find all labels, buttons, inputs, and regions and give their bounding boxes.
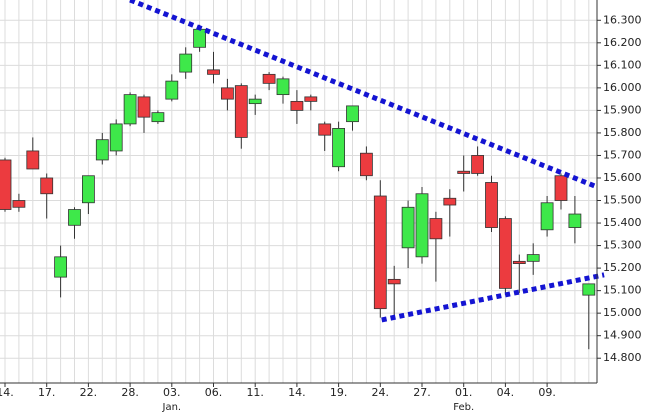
candle-body — [346, 105, 359, 123]
candle-body — [26, 150, 40, 170]
y-tick-label: 15.800 — [603, 126, 642, 139]
y-tick-label: 16.100 — [603, 58, 642, 71]
candle-body — [401, 206, 415, 249]
candle-body — [457, 170, 471, 174]
x-tick-label: 27. — [413, 386, 431, 399]
candle-body — [179, 53, 193, 73]
x-tick-label: 03. — [163, 386, 181, 399]
candle-body — [318, 123, 332, 136]
x-tick-label: 09. — [538, 386, 556, 399]
candle-body — [359, 152, 373, 177]
y-tick-label: 15.300 — [603, 239, 642, 252]
x-tick-label: 14. — [0, 386, 14, 399]
candle-body — [248, 98, 262, 105]
candle-body — [54, 256, 67, 278]
candle-body — [193, 28, 207, 48]
candle-body — [373, 195, 387, 310]
candle-body — [165, 80, 179, 100]
candle-body — [512, 260, 526, 264]
x-tick-label: 04. — [497, 386, 515, 399]
candle-body — [137, 96, 151, 118]
candle-body — [0, 159, 12, 210]
y-tick-label: 15.900 — [603, 103, 642, 116]
candle-body — [332, 128, 346, 168]
y-tick-label: 14.900 — [603, 329, 642, 342]
candle-body — [304, 96, 318, 102]
y-tick-label: 15.500 — [603, 194, 642, 207]
candle-body — [554, 175, 568, 201]
candle-body — [471, 155, 485, 174]
candle-body — [568, 213, 582, 228]
y-tick-label: 15.200 — [603, 261, 642, 274]
candle-body — [40, 177, 54, 195]
candle-body — [540, 202, 554, 231]
x-sublabel: Jan. — [162, 402, 182, 413]
candles — [0, 24, 596, 350]
candle-body — [151, 112, 165, 123]
x-tick-label: 24. — [372, 386, 390, 399]
y-tick-label: 16.000 — [603, 81, 642, 94]
candle-body — [526, 254, 540, 262]
candle-body — [68, 209, 81, 226]
candle-body — [429, 218, 443, 240]
candle-body — [415, 193, 429, 258]
y-tick-label: 16.300 — [603, 13, 642, 26]
candle-body — [207, 69, 220, 75]
trendline — [381, 272, 605, 323]
y-tick-label: 15.700 — [603, 148, 642, 161]
x-tick-label: 11. — [246, 386, 264, 399]
x-tick-label: 19. — [330, 386, 348, 399]
x-tick-label: 14. — [288, 386, 306, 399]
candle-body — [582, 283, 596, 296]
y-tick-label: 15.000 — [603, 306, 642, 319]
candle-body — [123, 94, 137, 125]
trendline — [129, 0, 599, 190]
candle-body — [220, 87, 234, 100]
x-tick-label: 01. — [455, 386, 473, 399]
candle-body — [276, 78, 290, 96]
candle-body — [82, 175, 95, 204]
candle-body — [485, 182, 498, 228]
candle-body — [443, 197, 457, 206]
y-tick-label: 15.100 — [603, 284, 642, 297]
x-tick-label: 28. — [121, 386, 139, 399]
candle-body — [387, 278, 401, 285]
y-tick-label: 15.400 — [603, 216, 642, 229]
trendlines — [129, 0, 605, 323]
y-tick-label: 16.200 — [603, 36, 642, 49]
candle-body — [262, 73, 276, 84]
candle-body — [95, 139, 109, 161]
y-tick-label: 14.800 — [603, 351, 642, 364]
candle-body — [109, 123, 123, 152]
y-tick-label: 15.600 — [603, 171, 642, 184]
x-tick-label: 06. — [205, 386, 223, 399]
candle-body — [498, 218, 512, 289]
x-tick-label: 22. — [80, 386, 98, 399]
x-sublabel: Feb. — [453, 402, 474, 413]
candle-body — [234, 85, 248, 138]
candle-body — [290, 100, 304, 111]
x-tick-label: 17. — [38, 386, 56, 399]
candle-body — [12, 200, 26, 208]
